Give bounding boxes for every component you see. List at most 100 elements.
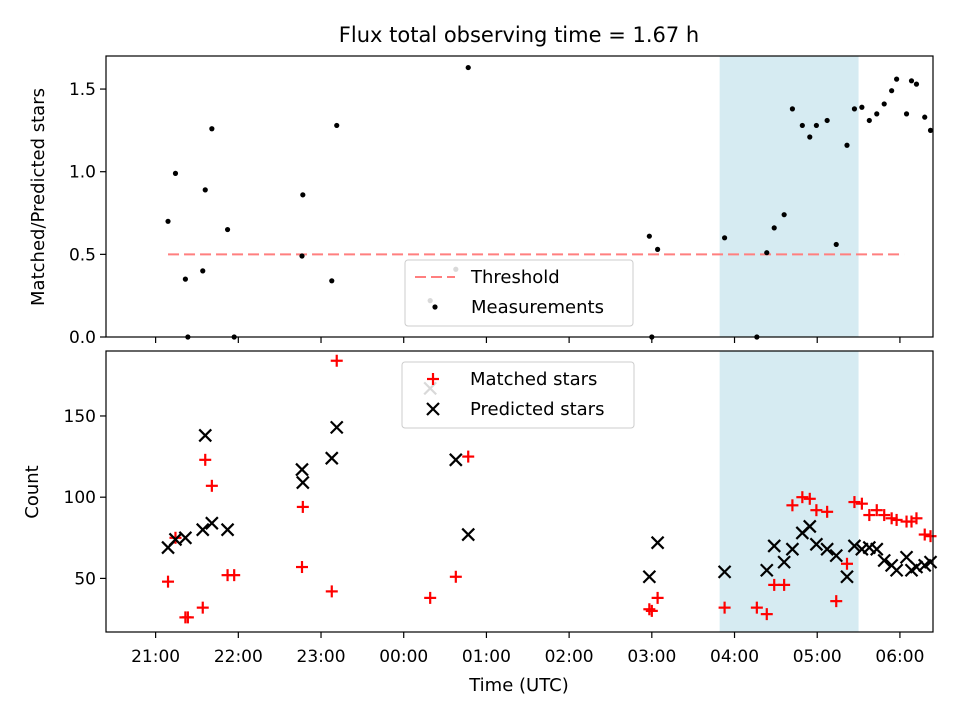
measurement-point — [300, 192, 306, 198]
predicted-star-point — [642, 569, 657, 584]
x-tick-label: 02:00 — [545, 647, 594, 667]
bottom-plot-frame — [105, 350, 934, 633]
predicted-star-point — [195, 522, 210, 537]
legend-threshold-label: Threshold — [470, 267, 560, 288]
x-axis-label: Time (UTC) — [468, 675, 569, 696]
matched-star-point — [228, 569, 241, 582]
matched-star-point — [840, 557, 853, 570]
measurement-point — [224, 226, 231, 233]
chart-title: Flux total observing time = 1.67 h — [339, 23, 699, 47]
measurement-point — [859, 104, 865, 110]
matched-star-point — [750, 601, 763, 614]
matched-star-point — [924, 530, 937, 543]
predicted-star-point — [802, 519, 817, 534]
bottom-y-axis-label: Count — [22, 465, 43, 518]
predicted-star-point — [198, 428, 213, 443]
measurement-point — [771, 225, 777, 231]
predicted-star-point — [461, 527, 476, 542]
matched-star-point — [462, 450, 475, 463]
predicted-star-point — [220, 522, 235, 537]
x-tick-label: 21:00 — [131, 647, 180, 667]
matched-star-points — [162, 354, 937, 624]
x-tick-label: 04:00 — [710, 647, 759, 667]
matched-star-point — [169, 531, 182, 544]
measurement-point — [889, 88, 895, 94]
predicted-star-point — [717, 565, 732, 579]
predicted-star-points — [161, 381, 938, 584]
measurement-point — [329, 278, 335, 284]
measurement-point — [913, 81, 920, 87]
measurement-point — [182, 276, 188, 282]
predicted-star-point — [296, 475, 310, 490]
predicted-star-point — [869, 542, 884, 556]
predicted-star-point — [777, 555, 791, 569]
matched-star-point — [199, 453, 212, 466]
top-plot-frame — [105, 55, 934, 338]
top-y-axis-label: Matched/Predicted stars — [28, 88, 49, 306]
x-tick-label: 00:00 — [379, 647, 428, 667]
matched-star-point — [890, 513, 903, 526]
matched-star-point — [848, 496, 861, 509]
predicted-star-point — [785, 542, 800, 556]
predicted-star-point — [449, 453, 463, 467]
predicted-star-point — [759, 563, 774, 578]
measurement-point — [655, 246, 661, 252]
measurement-point — [334, 122, 340, 129]
x-tick-label: 06:00 — [875, 647, 924, 667]
matched-star-point — [651, 591, 664, 604]
bottom-legend-box — [401, 361, 635, 429]
matched-star-point — [918, 528, 931, 541]
matched-star-point — [796, 491, 809, 504]
measurement-point — [894, 76, 900, 82]
top-legend: Threshold Measurements — [404, 259, 634, 327]
bottom-y-tick-label: 100 — [64, 488, 96, 508]
x-tick-label: 23:00 — [297, 647, 346, 667]
matched-star-point — [718, 601, 731, 614]
measurement-point — [824, 117, 830, 124]
matched-star-point — [181, 611, 194, 624]
measurement-point — [299, 253, 305, 259]
measurement-point — [799, 122, 805, 129]
measurement-point — [200, 268, 206, 274]
bottom-legend: Matched stars Predicted stars — [401, 361, 635, 429]
bottom-y-tick-label: 50 — [74, 569, 96, 589]
predicted-star-point — [809, 537, 824, 552]
matched-star-point — [910, 512, 923, 525]
bottom-y-tick-label: 150 — [64, 407, 96, 427]
predicted-star-point — [650, 535, 665, 550]
matched-star-point — [162, 575, 175, 588]
measurement-point — [165, 218, 171, 224]
matched-star-point — [786, 499, 799, 512]
predicted-star-point — [820, 542, 834, 556]
matched-star-point — [760, 608, 773, 621]
predicted-star-point — [324, 451, 339, 465]
predicted-star-point — [847, 539, 862, 553]
predicted-star-point — [877, 553, 891, 568]
top-y-tick-label: 1.5 — [69, 80, 96, 100]
legend-matched-swatch — [427, 373, 439, 385]
bottom-shaded-span — [719, 351, 859, 632]
top-panel: 0.0 0.5 1.0 1.5 Matched/Predicted stars Thr… — [28, 55, 934, 348]
legend-predicted-label: Predicted stars — [470, 399, 604, 420]
matched-star-point — [449, 570, 462, 583]
x-tick-label: 03:00 — [627, 647, 676, 667]
measurement-point — [881, 101, 887, 107]
measurement-point — [721, 235, 728, 241]
measurement-point — [874, 111, 880, 117]
predicted-star-point — [923, 555, 938, 569]
matched-star-point — [830, 595, 843, 608]
matched-star-point — [778, 578, 791, 591]
matched-star-point — [863, 509, 876, 522]
matched-star-point — [821, 505, 834, 518]
top-legend-box — [404, 259, 634, 327]
measurement-point — [646, 233, 652, 239]
predicted-star-point — [205, 516, 219, 530]
measurement-point — [209, 126, 215, 132]
measurement-point — [807, 134, 813, 140]
matched-star-point — [296, 500, 309, 513]
measurement-point — [851, 106, 858, 112]
predicted-star-point — [295, 462, 309, 477]
x-tick-label: 05:00 — [793, 647, 842, 667]
matched-star-point — [325, 585, 338, 598]
